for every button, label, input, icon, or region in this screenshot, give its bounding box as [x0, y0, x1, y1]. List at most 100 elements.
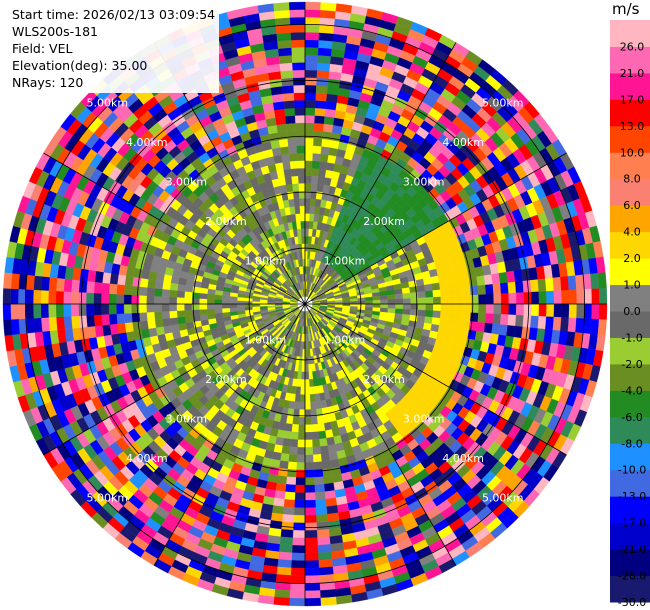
range-bin	[116, 284, 125, 295]
range-bin	[285, 484, 296, 493]
start-time: Start time: 2026/02/13 03:09:54	[12, 7, 216, 22]
range-bin	[424, 310, 434, 318]
range-bin	[313, 476, 325, 486]
range-bin	[424, 283, 433, 292]
range-bin	[153, 295, 162, 305]
range-bin	[477, 312, 487, 324]
range-bin	[280, 529, 294, 538]
range-bin	[304, 560, 319, 569]
range-bin	[508, 303, 517, 316]
range-bin	[290, 431, 299, 440]
range-bin	[86, 314, 95, 328]
range-bin	[320, 452, 330, 462]
range-bin	[546, 290, 555, 305]
range-bin	[291, 39, 306, 48]
range-bin	[10, 303, 19, 320]
range-ring-label: 2.00km	[363, 373, 405, 386]
range-bin	[317, 423, 326, 432]
range-bin	[289, 160, 299, 170]
range-bin	[169, 317, 179, 326]
range-bin	[48, 277, 58, 292]
range-bin	[102, 324, 112, 337]
range-bin	[417, 309, 426, 317]
range-bin	[323, 421, 332, 431]
range-bin	[476, 321, 486, 333]
range-bin	[10, 288, 19, 305]
range-bin	[304, 99, 316, 109]
range-bin	[304, 183, 312, 192]
range-bin	[278, 544, 293, 553]
range-bin	[491, 273, 501, 285]
range-bin	[319, 153, 329, 163]
range-bin	[309, 401, 317, 410]
range-bin	[462, 312, 472, 322]
range-bin	[102, 271, 112, 284]
range-bin	[597, 272, 607, 289]
range-bin	[304, 24, 320, 33]
range-bin	[229, 303, 238, 309]
range-bin	[350, 301, 359, 305]
range-bin	[318, 566, 334, 576]
range-bin	[178, 322, 188, 331]
range-bin	[304, 69, 318, 78]
range-bin	[485, 284, 494, 295]
range-bin	[324, 108, 336, 118]
range-bin	[282, 161, 291, 170]
colorbar-tick-label: 4.0	[623, 226, 641, 239]
range-bin	[304, 1, 321, 11]
range-bin	[276, 169, 286, 179]
range-bin	[282, 438, 291, 447]
range-bin	[101, 282, 110, 294]
range-bin	[453, 279, 463, 289]
range-bin	[379, 295, 389, 301]
colorbar-tick-label: -13.0	[618, 490, 646, 503]
range-bin	[292, 62, 306, 71]
range-bin	[311, 423, 319, 433]
range-bin	[289, 16, 306, 26]
range-bin	[139, 320, 149, 331]
range-bin	[304, 507, 317, 516]
range-bin	[78, 315, 88, 328]
colorbar-tick-label: -17.0	[618, 517, 646, 530]
range-bin	[2, 288, 12, 305]
range-bin	[304, 582, 321, 592]
range-bin	[318, 559, 333, 569]
range-bin	[292, 69, 306, 78]
range-bin	[500, 293, 510, 305]
range-bin	[304, 349, 308, 358]
range-bin	[537, 278, 547, 292]
range-bin	[304, 530, 318, 539]
range-bin	[276, 32, 292, 42]
range-bin	[236, 307, 246, 312]
range-bin	[25, 289, 34, 305]
range-bin	[274, 9, 291, 19]
range-bin	[417, 291, 426, 299]
range-bin	[78, 291, 87, 305]
range-bin	[304, 424, 312, 433]
range-bin	[308, 378, 314, 388]
range-bin	[402, 298, 411, 305]
range-bin	[304, 469, 315, 478]
range-bin	[300, 371, 306, 380]
range-bin	[293, 92, 306, 101]
range-bin	[294, 484, 306, 493]
range-bin	[325, 101, 338, 111]
range-bin	[311, 438, 321, 448]
range-ring-label: 3.00km	[166, 413, 208, 426]
range-bin	[523, 291, 532, 305]
range-bin	[304, 439, 313, 448]
range-bin	[447, 311, 456, 320]
range-bin	[109, 273, 119, 285]
range-bin	[304, 371, 310, 380]
range-bin	[314, 484, 325, 493]
range-bin	[154, 288, 163, 297]
range-bin	[63, 291, 72, 305]
range-bin	[280, 146, 290, 156]
range-bin	[55, 290, 64, 305]
range-bin	[3, 272, 13, 289]
range-bin	[289, 153, 298, 162]
range-bin	[402, 303, 411, 310]
range-bin	[292, 537, 306, 546]
range-bin	[296, 228, 302, 237]
